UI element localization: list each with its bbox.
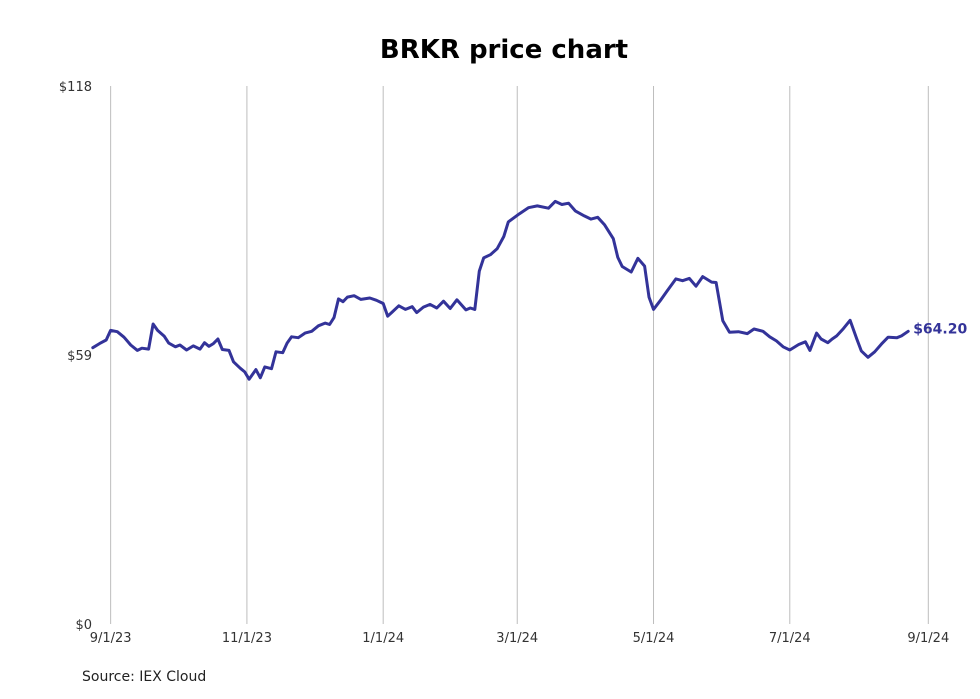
last-price-label: $64.20 xyxy=(913,321,967,337)
price-line xyxy=(91,199,910,381)
source-note: Source: IEX Cloud xyxy=(82,669,207,685)
line-layer xyxy=(91,199,910,381)
y-tick-label: $0 xyxy=(75,618,92,633)
axis-labels: 9/1/23 11/1/23 1/1/24 3/1/24 5/1/24 7/1/24 9/1… xyxy=(59,80,949,646)
x-tick-label: 9/1/23 xyxy=(90,631,132,646)
label-layer: $64.20 xyxy=(913,321,967,337)
x-tick-label: 1/1/24 xyxy=(362,631,404,646)
grid-layer xyxy=(110,86,929,624)
x-tick-label: 7/1/24 xyxy=(769,631,811,646)
y-tick-label: $118 xyxy=(59,80,92,95)
chart-title: BRKR price chart xyxy=(380,35,628,65)
x-tick-label: 5/1/24 xyxy=(633,631,675,646)
x-tick-label: 3/1/24 xyxy=(496,631,538,646)
y-tick-label: $59 xyxy=(67,349,92,364)
x-tick-label: 9/1/24 xyxy=(907,631,949,646)
x-tick-label: 11/1/23 xyxy=(222,631,272,646)
